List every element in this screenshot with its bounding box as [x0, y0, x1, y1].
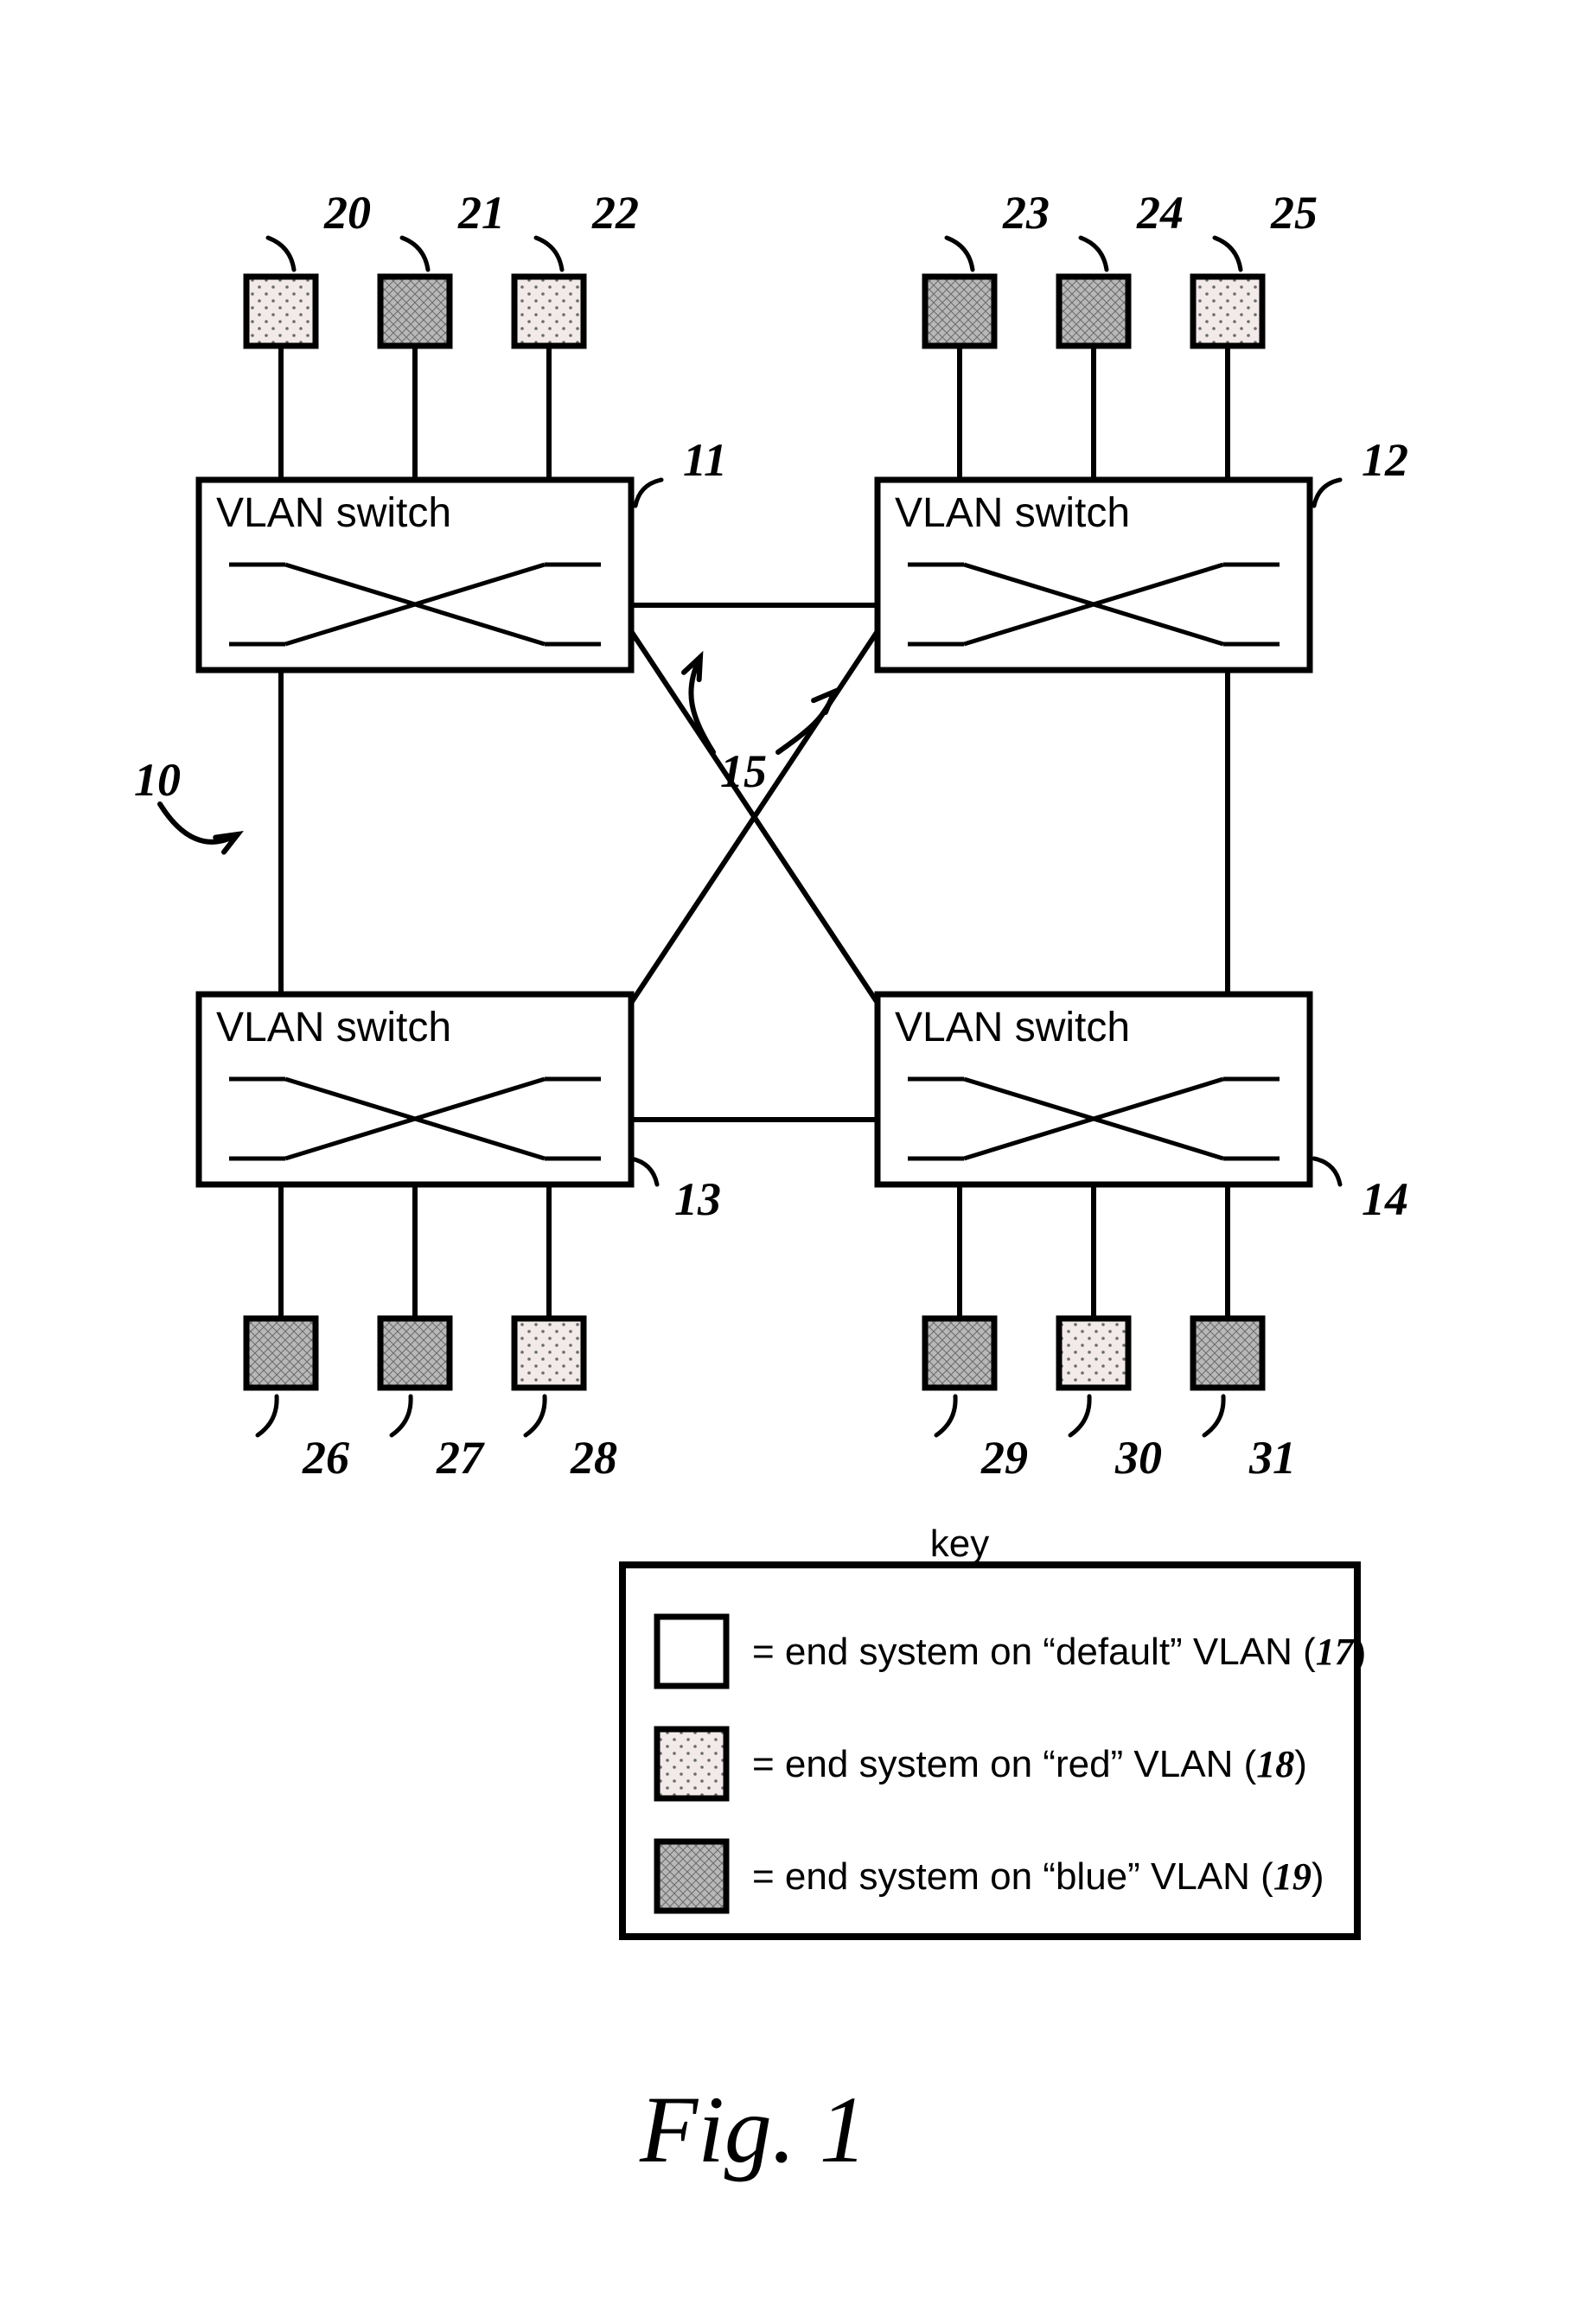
end-system-30 — [1059, 1318, 1128, 1388]
figure-label: Fig. 1 — [639, 2077, 867, 2182]
legend-row-1: = end system on “red” VLAN (18) — [752, 1743, 1307, 1785]
end-system-25 — [1193, 277, 1262, 346]
ref-label-30: 30 — [1114, 1432, 1162, 1484]
switch-label: VLAN switch — [895, 1005, 1130, 1050]
end-system-28 — [514, 1318, 584, 1388]
end-system-24 — [1059, 277, 1128, 346]
ref-label-21: 21 — [457, 187, 505, 239]
ref-label-15: 15 — [720, 745, 767, 797]
end-system-27 — [380, 1318, 450, 1388]
end-system-31 — [1193, 1318, 1262, 1388]
ref-label-10: 10 — [134, 754, 181, 806]
end-system-29 — [925, 1318, 994, 1388]
ref-label-12: 12 — [1362, 434, 1408, 486]
ref-label-26: 26 — [302, 1432, 349, 1484]
vlan-switch-14: VLAN switch — [878, 994, 1310, 1184]
switch-label: VLAN switch — [216, 490, 451, 536]
end-system-22 — [514, 277, 584, 346]
ref-label-27: 27 — [436, 1432, 485, 1484]
legend-title: key — [930, 1523, 989, 1565]
switch-label: VLAN switch — [895, 490, 1130, 536]
end-system-26 — [246, 1318, 316, 1388]
ref-label-20: 20 — [323, 187, 371, 239]
ref-label-11: 11 — [683, 434, 727, 486]
vlan-switch-11: VLAN switch — [199, 480, 631, 670]
end-system-23 — [925, 277, 994, 346]
ref-label-28: 28 — [570, 1432, 617, 1484]
ref-label-14: 14 — [1362, 1173, 1408, 1225]
ref-label-13: 13 — [674, 1173, 721, 1225]
vlan-switch-12: VLAN switch — [878, 480, 1310, 670]
ref-label-25: 25 — [1270, 187, 1318, 239]
end-system-20 — [246, 277, 316, 346]
switch-label: VLAN switch — [216, 1005, 451, 1050]
ref-label-31: 31 — [1248, 1432, 1296, 1484]
ref-label-24: 24 — [1136, 187, 1184, 239]
legend-row-2: = end system on “blue” VLAN (19) — [752, 1855, 1324, 1898]
diagram-page: VLAN switch 11 VLAN switch 12 VLAN switch 13 V… — [0, 0, 1570, 2324]
ref-label-23: 23 — [1002, 187, 1050, 239]
ref-label-22: 22 — [591, 187, 639, 239]
legend-row-0: = end system on “default” VLAN (17) — [752, 1631, 1366, 1673]
diagram-svg: VLAN switch 11 VLAN switch 12 VLAN switch 13 V… — [0, 0, 1570, 2324]
ref-label-29: 29 — [980, 1432, 1028, 1484]
end-system-21 — [380, 277, 450, 346]
vlan-switch-13: VLAN switch — [199, 994, 631, 1184]
